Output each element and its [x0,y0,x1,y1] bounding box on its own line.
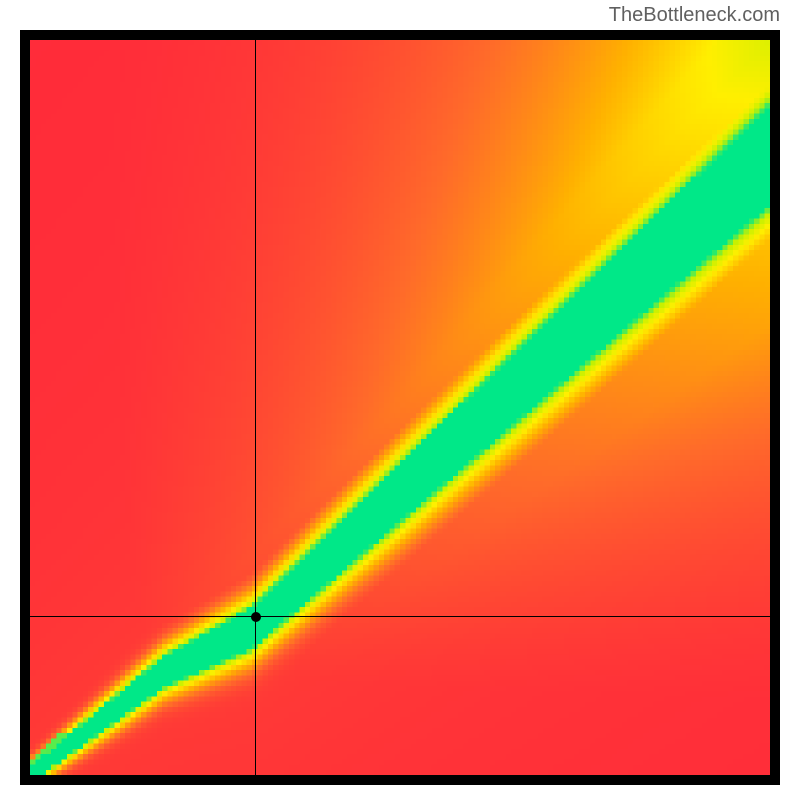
crosshair-vertical [255,40,256,775]
crosshair-horizontal [30,616,770,617]
chart-container: TheBottleneck.com [0,0,800,800]
watermark-text: TheBottleneck.com [609,4,780,27]
heatmap-canvas [30,40,770,775]
marker-point [251,612,261,622]
